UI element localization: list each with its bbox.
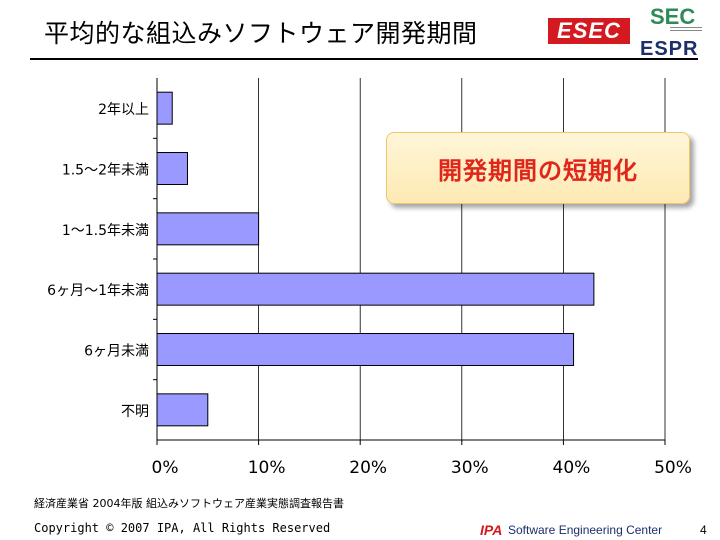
bar (156, 152, 188, 185)
x-tick-label: 0% (152, 458, 179, 478)
x-tick-label: 40% (553, 458, 591, 478)
x-tick-label: 50% (654, 458, 692, 478)
bar (156, 272, 595, 306)
source-note: 経済産業省 2004年版 組込みソフトウェア産業実態調査報告書 (34, 497, 344, 510)
x-tick-label: 10% (248, 458, 286, 478)
category-label: 不明 (121, 404, 149, 420)
callout-box: 開発期間の短期化 (386, 132, 690, 204)
sec-espr-logo: SEC ESPR (640, 4, 704, 60)
x-tick-label: 30% (451, 458, 489, 478)
copyright-text: Copyright © 2007 IPA, All Rights Reserve… (34, 521, 331, 535)
footer-org-name: Software Engineering Center (508, 523, 663, 537)
bar (156, 333, 575, 366)
sec-logo-lines (670, 27, 702, 31)
title-divider (30, 58, 698, 60)
slide-title: 平均的な組込みソフトウェア開発期間 (44, 19, 478, 48)
sec-logo-text: SEC (650, 4, 696, 29)
page-number: 4 (700, 523, 707, 537)
category-label: 6ヶ月～1年未満 (47, 283, 149, 299)
espr-logo-text: ESPR (640, 38, 699, 60)
category-label: 1.5～2年未満 (62, 163, 149, 179)
esec-logo: ESEC (548, 18, 630, 44)
bar (156, 393, 209, 427)
category-label: 1～1.5年未満 (62, 223, 149, 239)
category-label: 2年以上 (98, 102, 149, 118)
ipa-logo: IPA (480, 522, 503, 538)
x-tick-label: 20% (349, 458, 387, 478)
category-label: 6ヶ月未満 (84, 344, 149, 360)
bar (156, 212, 260, 246)
bar (156, 91, 173, 125)
